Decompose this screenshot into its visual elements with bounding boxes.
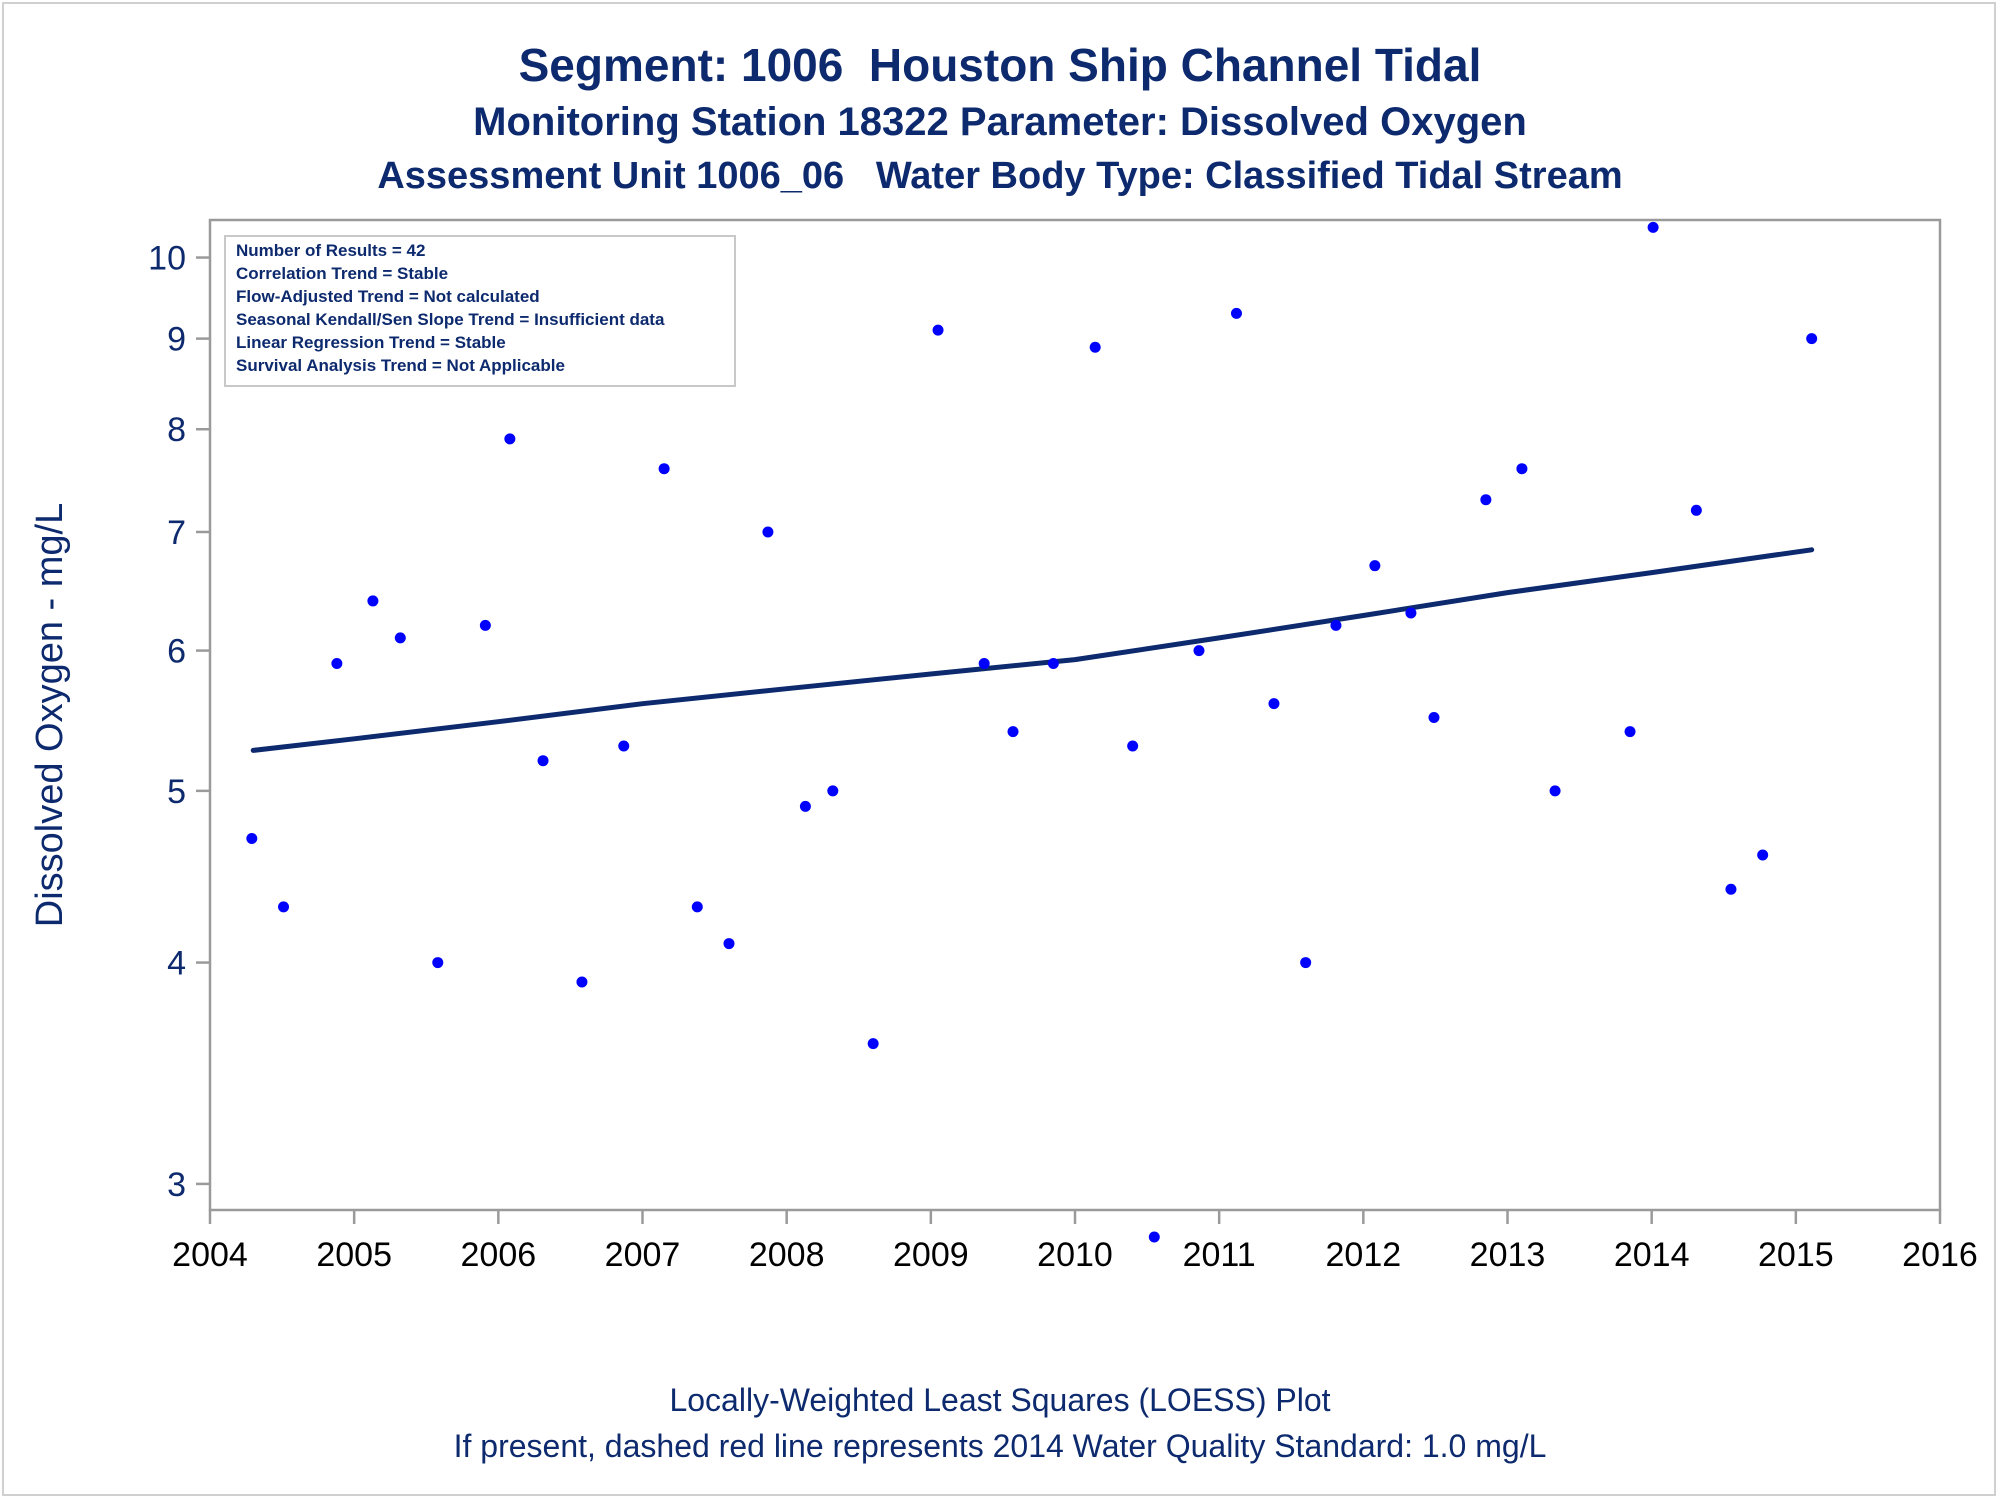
data-point — [932, 324, 944, 336]
x-tick-label: 2006 — [461, 1236, 537, 1274]
loess-line — [250, 547, 1815, 753]
stats-box-line: Linear Regression Trend = Stable — [236, 333, 506, 352]
y-tick-label: 8 — [167, 411, 186, 449]
data-point — [978, 658, 990, 670]
y-tick-label: 10 — [148, 240, 186, 278]
data-point — [331, 658, 343, 670]
stats-box-border — [224, 235, 736, 387]
stats-box-line: Flow-Adjusted Trend = Not calculated — [236, 287, 540, 306]
stats-box-line: Seasonal Kendall/Sen Slope Trend = Insuf… — [236, 310, 665, 329]
y-tick-label: 5 — [167, 773, 186, 811]
stats-box-line: Survival Analysis Trend = Not Applicable — [236, 356, 565, 375]
data-point — [1428, 712, 1440, 724]
data-point — [1047, 658, 1059, 670]
data-point — [1300, 957, 1312, 969]
chart-subtitle-2: Assessment Unit 1006_06 Water Body Type:… — [377, 155, 1623, 197]
footnote-loess: Locally-Weighted Least Squares (LOESS) P… — [669, 1382, 1331, 1418]
data-point — [1806, 333, 1818, 345]
y-axis: 3 4 5 6 7 8 9 10 — [148, 240, 210, 1204]
data-point — [394, 632, 406, 644]
chart-subtitle: Monitoring Station 18322 Parameter: Diss… — [473, 100, 1527, 144]
y-tick-label: 7 — [167, 514, 186, 552]
data-point — [1148, 1231, 1160, 1243]
x-tick-label: 2014 — [1614, 1236, 1690, 1274]
data-point — [799, 800, 811, 812]
data-point — [367, 595, 379, 607]
data-point — [1624, 726, 1636, 738]
x-tick-label: 2009 — [893, 1236, 969, 1274]
data-point — [1230, 307, 1242, 319]
chart-title: Segment: 1006 Houston Ship Channel Tidal — [518, 39, 1482, 91]
data-point — [1089, 341, 1101, 353]
data-point — [867, 1038, 879, 1050]
x-tick-label: 2011 — [1183, 1236, 1256, 1274]
x-tick-label: 2005 — [316, 1236, 392, 1274]
data-point — [576, 976, 588, 988]
x-tick-label: 2010 — [1037, 1236, 1113, 1274]
stats-box-line: Number of Results = 42 — [236, 241, 425, 260]
data-point — [1690, 504, 1702, 516]
data-point — [432, 957, 444, 969]
data-point — [504, 433, 516, 445]
data-point — [1007, 726, 1019, 738]
loess-layer — [250, 547, 1815, 753]
data-point — [1405, 607, 1417, 619]
footnote-standard: If present, dashed red line represents 2… — [453, 1428, 1547, 1464]
y-tick-label: 6 — [167, 633, 186, 671]
data-point — [658, 463, 670, 475]
data-point — [1369, 560, 1381, 572]
y-tick-label: 9 — [167, 321, 186, 359]
x-tick-label: 2013 — [1470, 1236, 1546, 1274]
stats-box: Number of Results = 42 Correlation Trend … — [224, 235, 736, 387]
stats-box-line: Correlation Trend = Stable — [236, 264, 448, 283]
y-tick-label: 4 — [167, 945, 186, 983]
data-point — [1516, 463, 1528, 475]
data-point — [1193, 645, 1205, 657]
data-point — [246, 832, 258, 844]
data-point — [537, 755, 549, 767]
data-point — [1549, 785, 1561, 797]
x-tick-label: 2015 — [1758, 1236, 1834, 1274]
data-point — [479, 619, 491, 631]
data-point — [1757, 849, 1769, 861]
x-tick-label: 2016 — [1902, 1236, 1978, 1274]
data-point — [1268, 698, 1280, 710]
data-point — [1647, 221, 1659, 233]
data-point — [1127, 740, 1139, 752]
x-tick-label: 2012 — [1326, 1236, 1402, 1274]
x-axis: 2004 2005 2006 2007 2008 2009 2010 2011 2012 2013… — [172, 1210, 1978, 1274]
data-point — [278, 901, 290, 913]
y-tick-label: 3 — [167, 1166, 186, 1204]
x-tick-label: 2007 — [605, 1236, 681, 1274]
data-point — [618, 740, 630, 752]
x-tick-label: 2008 — [749, 1236, 825, 1274]
data-point — [1725, 883, 1737, 895]
data-point — [1330, 619, 1342, 631]
data-point — [723, 938, 735, 950]
x-tick-label: 2004 — [172, 1236, 248, 1274]
data-point — [827, 785, 839, 797]
y-axis-label: Dissolved Oxygen - mg/L — [29, 503, 71, 928]
data-point — [1480, 494, 1492, 506]
data-point — [691, 901, 703, 913]
data-point — [762, 526, 774, 538]
points-layer — [246, 221, 1818, 1243]
